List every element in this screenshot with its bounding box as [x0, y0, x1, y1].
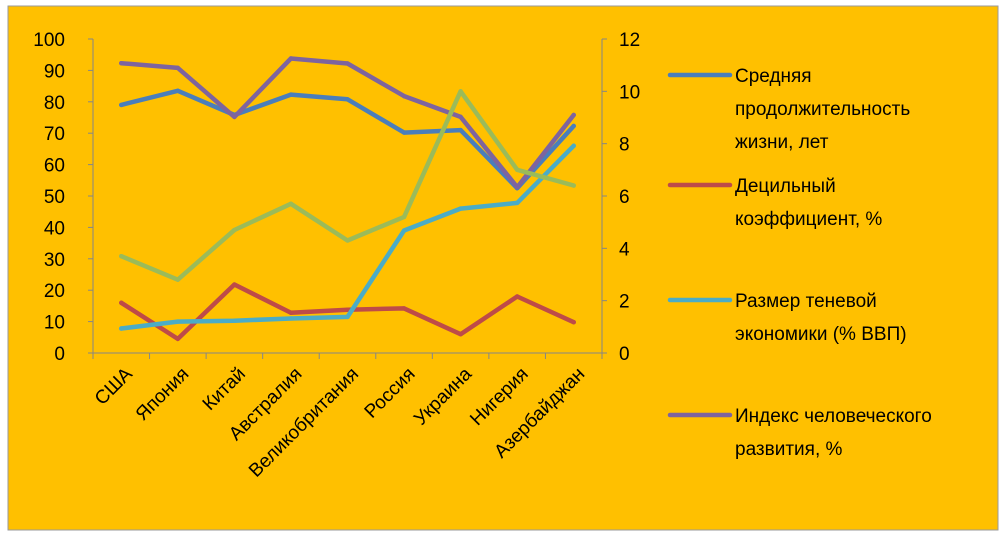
- data-point: [401, 130, 407, 135]
- data-point: [119, 300, 124, 305]
- data-point: [514, 185, 520, 190]
- data-point: [571, 183, 576, 188]
- legend-label: Децильный: [735, 176, 836, 197]
- data-point: [345, 61, 350, 66]
- y-left-tick-label: 30: [44, 250, 65, 271]
- y-left-tick-label: 20: [44, 281, 65, 302]
- y-left-tick-label: 10: [44, 313, 65, 334]
- data-point: [401, 93, 407, 99]
- data-point: [401, 214, 407, 220]
- data-point: [571, 143, 576, 148]
- data-point: [458, 331, 463, 337]
- data-point: [401, 228, 407, 233]
- legend-label: экономики (% ВВП): [735, 324, 907, 345]
- data-point: [175, 88, 181, 94]
- data-point: [119, 102, 124, 108]
- data-point: [175, 65, 181, 71]
- data-point: [571, 123, 576, 129]
- data-point: [571, 112, 576, 118]
- data-point: [345, 307, 350, 312]
- data-point: [288, 92, 294, 97]
- legend: Средняя продолжительность жизни, лет Дециль…: [667, 66, 932, 460]
- data-point: [288, 201, 294, 207]
- y-left-tick-label: 0: [54, 344, 65, 365]
- legend-item: Средняя продолжительность жизни, лет: [667, 66, 910, 153]
- data-point: [175, 319, 181, 324]
- data-point: [288, 316, 294, 321]
- data-point: [119, 253, 124, 259]
- data-point: [175, 277, 181, 282]
- series-3: [119, 143, 576, 331]
- y-left-tick-label: 60: [44, 156, 65, 177]
- data-point: [288, 310, 294, 316]
- y-right-tick-label: 4: [619, 239, 630, 260]
- legend-item: Размер теневой экономики (% ВВП): [667, 291, 907, 345]
- data-point: [232, 114, 237, 120]
- legend-label: Средняя: [735, 66, 812, 87]
- data-point: [119, 326, 124, 331]
- y-right-tick-label: 10: [619, 82, 640, 103]
- data-point: [232, 282, 237, 287]
- y-left-tick-label: 90: [44, 61, 65, 82]
- series-4: [119, 56, 576, 190]
- legend-label: коэффициент, %: [735, 209, 882, 230]
- data-point: [175, 336, 181, 342]
- data-point: [345, 238, 350, 243]
- legend-item: Индекс человеческого развития, %: [667, 406, 932, 460]
- data-point: [458, 89, 463, 94]
- series-5: [119, 89, 576, 282]
- legend-label: продолжительность: [735, 99, 910, 120]
- y-right-tick-label: 2: [619, 292, 630, 313]
- legend-item: Децильный коэффициент, %: [667, 176, 882, 230]
- legend-label: жизни, лет: [735, 132, 829, 153]
- legend-label: Размер теневой: [735, 291, 877, 312]
- y-left-tick-label: 40: [44, 218, 65, 239]
- y-left-tick-label: 50: [44, 187, 65, 208]
- legend-label: Индекс человеческого: [735, 406, 932, 427]
- y-right-tick-label: 12: [619, 30, 640, 51]
- data-point: [458, 127, 463, 133]
- data-point: [458, 206, 463, 211]
- data-point: [345, 314, 350, 320]
- data-point: [345, 97, 350, 102]
- data-point: [232, 227, 237, 233]
- data-point: [514, 200, 520, 206]
- data-point: [571, 320, 576, 325]
- y-left-tick-label: 70: [44, 124, 65, 145]
- y-right-tick-label: 8: [619, 135, 630, 156]
- series-layer: [119, 56, 576, 342]
- data-point: [514, 167, 520, 173]
- data-point: [401, 306, 407, 311]
- legend-label: развития, %: [735, 439, 843, 460]
- y-left-tick-label: 80: [44, 93, 65, 114]
- data-point: [119, 60, 124, 66]
- data-point: [514, 294, 520, 299]
- y-right-tick-label: 6: [619, 187, 630, 208]
- y-right-tick-label: 0: [619, 344, 630, 365]
- data-point: [458, 114, 463, 120]
- data-point: [232, 318, 237, 323]
- data-point: [288, 56, 294, 61]
- y-left-tick-label: 100: [33, 30, 65, 51]
